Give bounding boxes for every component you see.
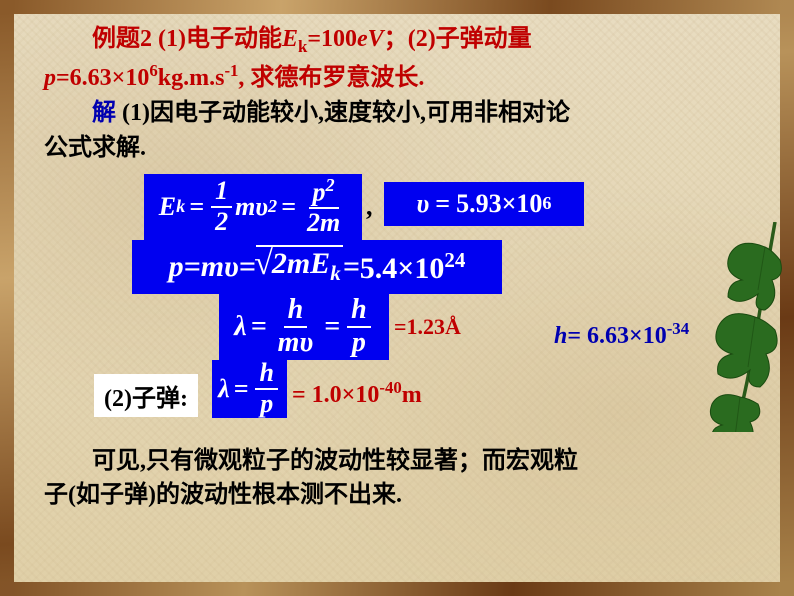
p-e1: = [184,250,201,284]
l2-ru: m [402,382,422,408]
p-sym: p [44,65,56,91]
ek-lhs: E [159,192,176,222]
p-exp2: 24 [444,248,465,272]
eq2: = [281,192,296,222]
p2-prefix: ；(2)子弹动量 [384,26,532,52]
mv: mυ [235,192,268,222]
content-area: 例题2 (1)电子动能Ek=100eV；(2)子弹动量 p=6.63×106kg… [14,14,780,582]
problem-line-2: p=6.63×106kg.m.s-1, 求德布罗意波长. [44,59,750,96]
sq: 2 [268,196,277,217]
l2-d: p [256,390,277,419]
ivy-leaf-icon [680,222,790,432]
l1-n2: h [347,295,371,328]
l1-d1: mυ [274,328,318,359]
conclusion-1: 可见,只有微观粒子的波动性较显著；而宏观粒 [44,444,750,479]
problem-text-2: p=6.63×106kg.m.s-1, 求德布罗意波长. [44,65,424,91]
l1-d2: p [348,328,370,359]
formula-lambda2: λ = hp [212,360,287,418]
half-d: 2 [211,208,232,237]
p-val2: 5.4×10 [360,252,445,285]
solution-line-1: 解 (1)因电子动能较小,速度较小,可用非相对论 [44,96,750,131]
solution-line-2: 公式求解. [44,131,750,166]
ek-comma: , [366,192,373,222]
l2-rp: = 1.0×10 [292,382,379,408]
p-root: 2mE [272,247,330,280]
l1-e2: = [324,311,340,343]
v-exp: 6 [542,193,551,214]
p2ne: 2 [326,175,335,195]
p-lhs: p [169,250,184,284]
lambda2-result: = 1.0×10-40m [292,378,422,409]
l2-lhs: λ [218,374,230,404]
p-val: =6.63×10 [56,65,149,91]
l2-e: = [234,374,249,404]
half-n: 1 [211,177,232,208]
ek-sym: E [282,26,298,52]
v-val: 5.93×10 [456,189,542,219]
h-lbl: h [554,323,567,349]
v-lhs: υ [417,189,430,219]
l1-e1: = [251,311,267,343]
p-e3: = [343,250,360,284]
eq1: = [189,192,204,222]
formula-lambda1: λ = hmυ = hp [219,294,389,360]
slide-container: 例题2 (1)电子动能Ek=100eV；(2)子弹动量 p=6.63×106kg… [0,0,794,596]
l1-lhs: λ [234,311,246,343]
problem-line-1: 例题2 (1)电子动能Ek=100eV；(2)子弹动量 [44,22,750,59]
txt: 例题2 (1)电子动能 [92,26,282,52]
ek-lhs-sub: k [176,196,185,217]
v-eq: = [435,189,450,219]
l1-n1: h [284,295,308,328]
ek-sub: k [298,37,307,56]
ek-unit: eV [357,26,384,52]
l2-n: h [255,359,277,390]
sol-text1: (1)因电子动能较小,速度较小,可用非相对论 [116,100,570,126]
p-exp: 6 [149,61,157,80]
l2-re: -40 [379,378,401,397]
p2d: 2m [303,209,344,238]
p-unit: kg.m.s [158,65,225,91]
p2n: p [313,178,326,207]
p-mid: mυ [201,250,239,284]
formula-p: p=mυ= √ 2mEk =5.4×1024 [132,240,502,294]
h-eq: = 6.63×10 [567,323,666,349]
formula-area: Ek = 12 mυ2 = p22m , υ = 5.93×106 p=mυ= … [44,174,750,424]
sol-label: 解 [92,100,116,126]
p-root-sub: k [330,261,341,285]
h-constant: h= 6.63×10-34 [554,319,689,350]
p-tail: , 求德布罗意波长. [238,65,424,91]
part2-label: (2)子弹: [94,374,198,417]
formula-v: υ = 5.93×106 [384,182,584,226]
formula-ek: Ek = 12 mυ2 = p22m [144,174,362,240]
ek-val: =100 [307,26,357,52]
p-unit-exp: -1 [224,61,238,80]
problem-text: 例题2 (1)电子动能Ek=100eV；(2)子弹动量 [92,26,532,52]
conclusion-2: 子(如子弹)的波动性根本测不出来. [44,478,750,513]
lambda1-result: =1.23Å [394,314,461,340]
